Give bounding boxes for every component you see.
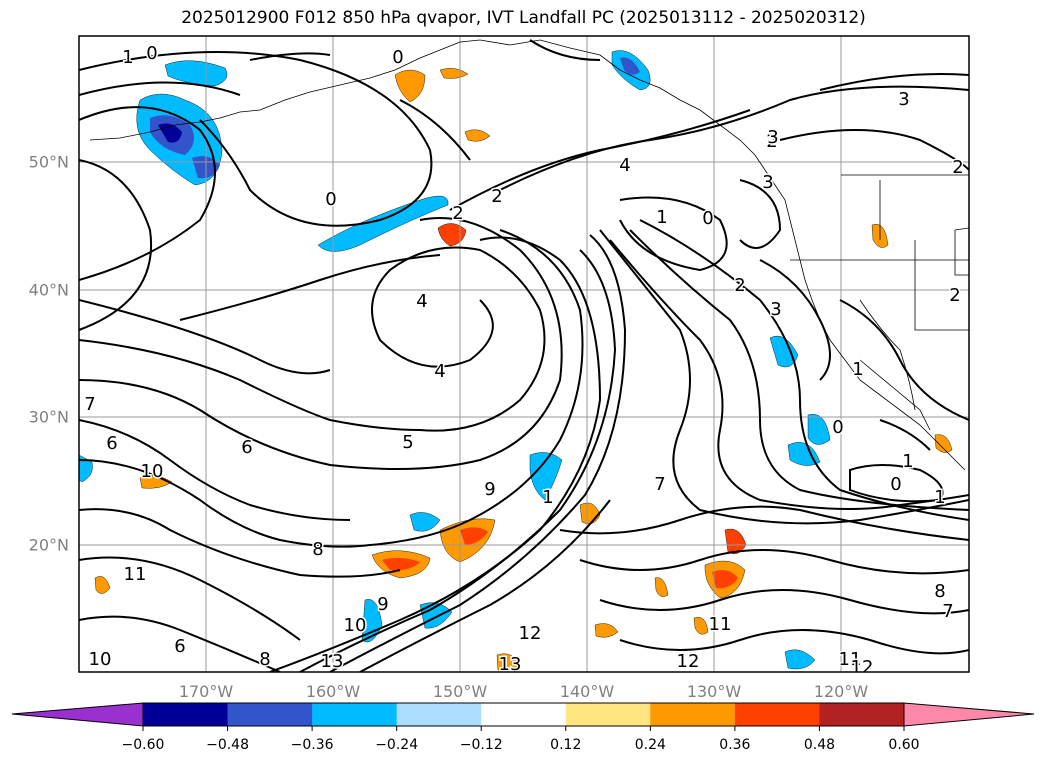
contour-label: 3 <box>767 127 778 148</box>
contour-label: 12 <box>851 657 874 678</box>
contour-label: 4 <box>416 291 427 312</box>
contour-label: 3 <box>898 89 909 110</box>
contour-label: 0 <box>146 43 157 64</box>
contour-label: 0 <box>890 474 901 495</box>
lat-tick-label: 40°N <box>28 280 69 300</box>
contour-label: 1 <box>122 47 133 68</box>
colorbar-cell <box>481 703 567 726</box>
contour-label: 2 <box>949 285 960 306</box>
contour-lines <box>79 39 969 672</box>
contour-label: 2 <box>491 186 502 207</box>
colorbar-tick-label: −0.60 <box>121 737 165 753</box>
colorbar-cell <box>734 703 820 726</box>
contour-label: 13 <box>321 651 344 672</box>
contour-label: 0 <box>702 208 713 229</box>
colorbar-cell <box>565 703 651 726</box>
colorbar-high-extend <box>903 702 1035 727</box>
map-frame <box>78 35 970 673</box>
contour-label: 10 <box>141 461 164 482</box>
figure-title: 2025012900 F012 850 hPa qvapor, IVT Land… <box>181 8 866 28</box>
colorbar-cell <box>396 703 482 726</box>
lat-tick-label: 30°N <box>28 407 69 427</box>
contour-label: 1 <box>902 451 913 472</box>
colorbar-tick-label: 0.12 <box>550 737 582 753</box>
colorbar-cell <box>650 703 736 726</box>
contour-label: 1 <box>542 487 553 508</box>
colorbar-tick-label: 0.60 <box>888 737 920 753</box>
contour-label: 1 <box>656 207 667 228</box>
colorbar-tick-label: −0.24 <box>375 737 419 753</box>
lat-tick-label: 20°N <box>28 535 69 555</box>
contour-label: 4 <box>434 361 445 382</box>
contour-label: 10 <box>344 615 367 636</box>
contour-label: 6 <box>241 437 252 458</box>
contour-label: 9 <box>484 479 495 500</box>
lon-tick-label: 130°W <box>686 682 742 701</box>
anomaly-shading <box>79 50 953 671</box>
contour-label: 6 <box>174 636 185 657</box>
contour-label: 1 <box>852 359 863 380</box>
colorbar-tick-label: 0.24 <box>634 737 666 753</box>
contour-label: 13 <box>499 654 522 675</box>
colorbar <box>11 702 1035 731</box>
contour-label: 3 <box>770 299 781 320</box>
colorbar-tick-label: −0.12 <box>459 737 503 753</box>
colorbar-frame <box>142 702 905 727</box>
colorbar-cell <box>312 703 398 726</box>
colorbar-low-extend <box>11 702 144 727</box>
contour-label: 12 <box>677 651 700 672</box>
contour-label: 12 <box>519 623 542 644</box>
contour-label: 7 <box>942 601 953 622</box>
contour-label: 8 <box>934 581 945 602</box>
lon-tick-label: 140°W <box>559 682 615 701</box>
colorbar-tick-label: 0.36 <box>719 737 751 753</box>
contour-label: 2 <box>452 203 463 224</box>
contour-label: 1 <box>934 487 945 508</box>
contour-label: 5 <box>402 432 413 453</box>
contour-label: 3 <box>762 172 773 193</box>
lon-tick-label: 170°W <box>178 682 234 701</box>
contour-label: 0 <box>325 189 336 210</box>
contour-label: 8 <box>259 649 270 670</box>
contour-label: 9 <box>377 594 388 615</box>
contour-label: 8 <box>312 539 323 560</box>
contour-label: 2 <box>734 275 745 296</box>
contour-label: 4 <box>619 155 630 176</box>
lat-tick-label: 50°N <box>28 152 69 172</box>
contour-label: 0 <box>832 417 843 438</box>
contour-label: 10 <box>89 649 112 670</box>
contour-label: 7 <box>654 474 665 495</box>
contour-label: 11 <box>124 564 147 585</box>
contour-label: 11 <box>839 649 862 670</box>
lon-tick-label: 120°W <box>813 682 869 701</box>
coastlines <box>89 39 969 471</box>
colorbar-tick-label: −0.36 <box>290 737 334 753</box>
colorbar-tick-label: −0.48 <box>206 737 249 753</box>
colorbar-tick-label: 0.48 <box>803 737 836 753</box>
colorbar-cell <box>819 703 905 726</box>
lon-tick-label: 150°W <box>432 682 488 701</box>
contour-label: 2 <box>766 131 777 152</box>
contour-label: 2 <box>952 157 963 178</box>
contour-label: 7 <box>84 394 95 415</box>
contour-label: 11 <box>709 614 732 635</box>
contour-label: 0 <box>392 47 403 68</box>
contour-label: 6 <box>106 433 117 454</box>
colorbar-cell <box>227 703 313 726</box>
colorbar-cell <box>143 703 229 726</box>
lon-tick-label: 160°W <box>305 682 361 701</box>
